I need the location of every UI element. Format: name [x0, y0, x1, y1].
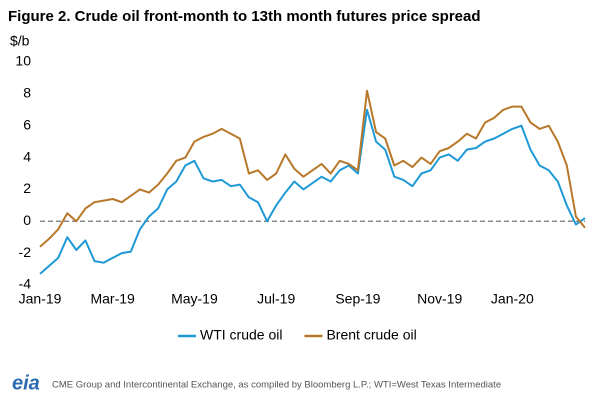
x-tick-label: May-19 — [171, 291, 218, 307]
logo: eia — [12, 372, 40, 394]
y-axis-label: $/b — [10, 33, 30, 49]
source: CME Group and Intercontinental Exchange,… — [52, 380, 501, 391]
series-line — [39, 89, 586, 248]
x-tick-label: Jan-19 — [19, 291, 62, 307]
x-tick-label: Sep-19 — [335, 291, 380, 307]
y-tick-label: -2 — [19, 244, 32, 260]
y-tick-label: 2 — [23, 180, 31, 196]
y-tick-label: 4 — [23, 148, 31, 164]
y-tick-label: 0 — [23, 212, 31, 228]
legend-label: WTI crude oil — [200, 327, 282, 343]
y-tick-label: 6 — [23, 116, 31, 132]
series-line — [39, 108, 586, 275]
x-tick-label: Nov-19 — [417, 291, 462, 307]
y-tick-label: 10 — [15, 53, 31, 69]
y-tick-label: 8 — [23, 85, 31, 101]
x-tick-label: Jul-19 — [257, 291, 295, 307]
x-tick-label: Jan-20 — [491, 291, 534, 307]
x-tick-label: Mar-19 — [90, 291, 135, 307]
y-tick-label: -4 — [19, 276, 32, 292]
legend-label: Brent crude oil — [326, 327, 416, 343]
chart-title: Figure 2. Crude oil front-month to 13th … — [8, 8, 481, 25]
